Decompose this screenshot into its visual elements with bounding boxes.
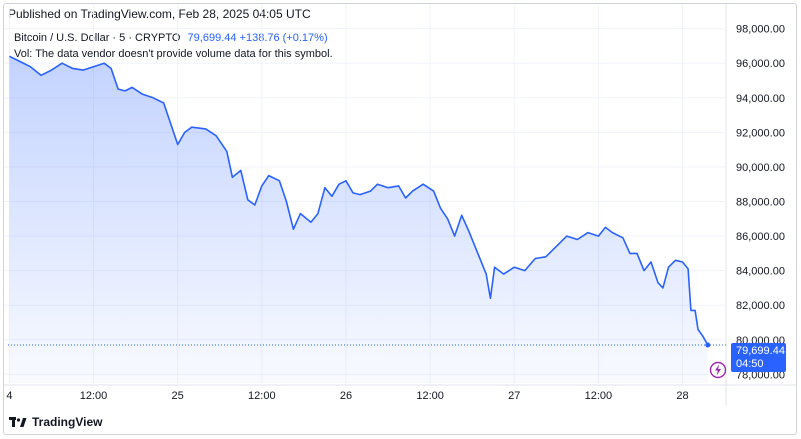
chart-frame [3,3,797,435]
x-tick-label: 12:00 [248,390,276,402]
y-tick-label: 84,000.00 [736,266,785,278]
legend-price-change: 79,699.44 +138.76 (+0.17%) [187,32,328,44]
symbol-title: Bitcoin / U.S. Dollar · 5 · CRYPTO [14,32,181,44]
y-tick-label: 92,000.00 [736,127,785,139]
y-tick-label: 90,000.00 [736,162,785,174]
x-tick-label: 28 [676,390,688,402]
last-price-dot [705,342,711,348]
footer-brand: TradingView [32,415,103,429]
y-tick-label: 88,000.00 [736,197,785,209]
x-tick-label: 27 [508,390,520,402]
y-tick-label: 78,000.00 [736,369,785,381]
tradingview-logo[interactable]: TradingView [9,415,102,429]
current-price-label: 79,699.44 [736,345,785,357]
current-price-badge: 79,699.44 04:50 [731,343,786,372]
bar-countdown: 04:50 [736,358,764,370]
y-tick-label: 86,000.00 [736,231,785,243]
price-line [9,55,709,346]
symbol-legend[interactable]: Bitcoin / U.S. Dollar · 5 · CRYPTO 79,69… [14,32,328,44]
lightning-icon[interactable] [709,361,727,379]
tradingview-logo-icon [9,416,27,427]
x-tick-label: 26 [340,390,352,402]
y-tick-label: 98,000.00 [736,24,785,36]
y-tick-label: 94,000.00 [736,93,785,105]
price-area-fill [9,56,708,384]
x-tick-label: 25 [172,390,184,402]
x-tick-label: 12:00 [80,390,108,402]
x-tick-label: 12:00 [585,390,613,402]
y-tick-label: 96,000.00 [736,58,785,70]
x-tick-label: 12:00 [416,390,444,402]
published-caption: Published on TradingView.com, Feb 28, 20… [8,7,311,21]
y-tick-label: 82,000.00 [736,300,785,312]
x-tick-label: 4 [6,390,12,402]
